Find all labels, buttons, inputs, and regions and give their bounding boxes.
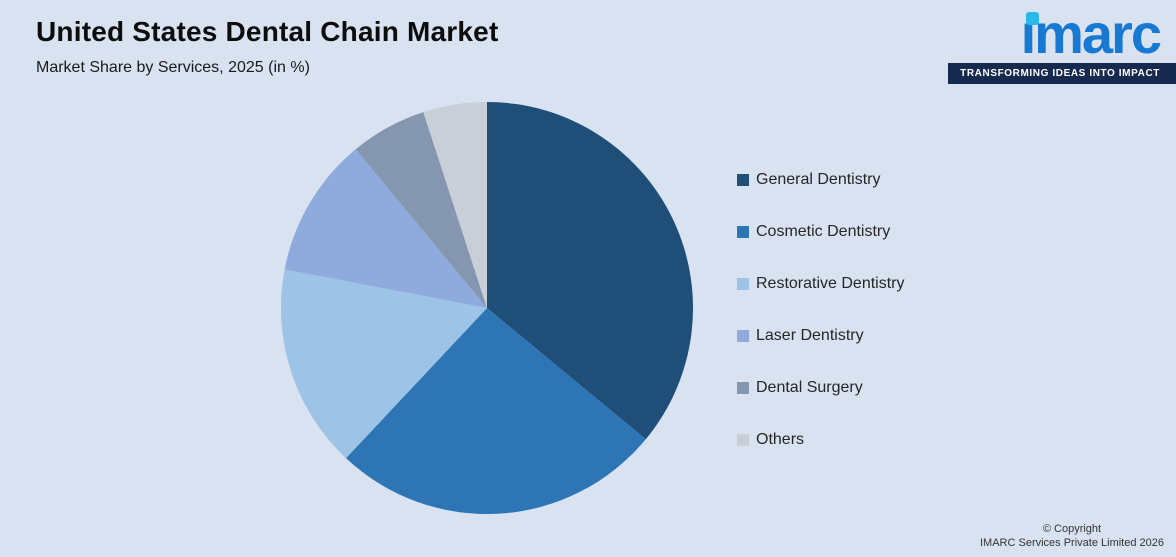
copyright-line1: © Copyright xyxy=(1042,523,1102,535)
imarc-logo-brand-word: ımarc xyxy=(1020,2,1162,65)
pie-slice-dental-surgery xyxy=(355,112,487,308)
legend-swatch-icon xyxy=(737,226,749,238)
imarc-logo-tagline: TRANSFORMING IDEAS INTO IMPACT xyxy=(948,63,1176,84)
page-title: United States Dental Chain Market xyxy=(36,16,499,47)
pie-chart xyxy=(281,102,694,515)
copyright: © Copyright IMARC Services Private Limit… xyxy=(980,523,1164,549)
imarc-logo-dot-icon xyxy=(1025,12,1039,25)
pie-slice-laser-dentistry xyxy=(284,149,487,308)
pie-slice-others xyxy=(423,102,487,308)
legend-swatch-icon xyxy=(737,382,749,394)
legend-swatch-icon xyxy=(737,330,749,342)
legend-swatch-icon xyxy=(737,434,749,446)
legend-swatch-icon xyxy=(737,278,749,290)
copyright-line2: IMARC Services Private Limited 2026 xyxy=(979,537,1164,549)
page-subtitle: Market Share by Services, 2025 (in %) xyxy=(36,59,310,76)
legend-item-others: Others xyxy=(737,431,905,449)
legend-item-dental-surgery: Dental Surgery xyxy=(737,379,905,397)
pie-slice-cosmetic-dentistry xyxy=(345,308,646,515)
legend-label: General Dentistry xyxy=(756,171,881,188)
imarc-logo-text: ımarc xyxy=(1021,6,1176,62)
pie-chart-container xyxy=(280,101,694,515)
imarc-logo: ımarc TRANSFORMING IDEAS INTO IMPACT xyxy=(948,6,1176,84)
legend-item-general-dentistry: General Dentistry xyxy=(737,171,905,189)
legend-label: Restorative Dentistry xyxy=(756,275,905,292)
legend-label: Others xyxy=(756,431,805,448)
legend-label: Dental Surgery xyxy=(756,379,863,396)
pie-slice-general-dentistry xyxy=(487,102,694,440)
legend-label: Cosmetic Dentistry xyxy=(756,223,891,240)
legend-item-cosmetic-dentistry: Cosmetic Dentistry xyxy=(737,223,905,241)
pie-slice-restorative-dentistry xyxy=(281,269,487,459)
legend-item-restorative-dentistry: Restorative Dentistry xyxy=(737,275,905,293)
legend-swatch-icon xyxy=(737,174,749,186)
chart-legend: General Dentistry Cosmetic Dentistry Resto… xyxy=(737,171,905,449)
legend-item-laser-dentistry: Laser Dentistry xyxy=(737,327,905,345)
legend-label: Laser Dentistry xyxy=(756,327,864,344)
